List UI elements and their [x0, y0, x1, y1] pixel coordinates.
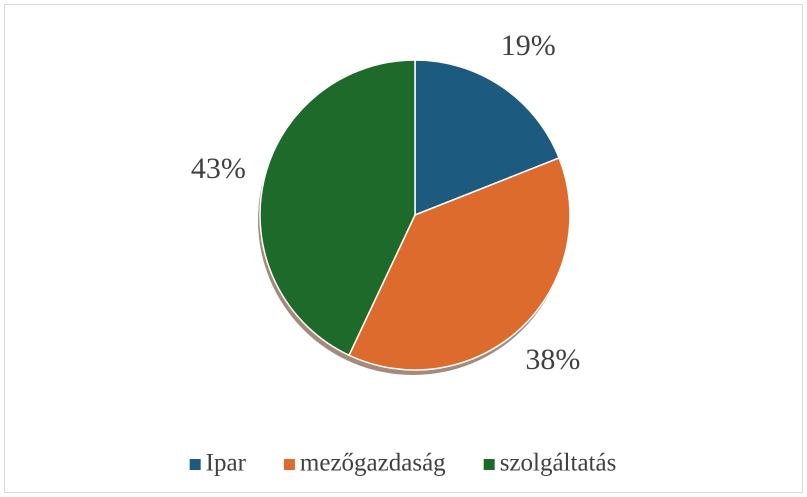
pie-slice [348, 156, 571, 371]
pie-slice [259, 59, 416, 357]
legend-label: Ipar [206, 450, 247, 477]
data-label: 43% [191, 152, 246, 185]
legend-label: mezőgazdaság [300, 450, 446, 477]
pie-slice [414, 59, 561, 217]
legend-marker [483, 459, 495, 470]
data-label: 19% [501, 29, 556, 62]
legend-label: szolgáltatás [500, 450, 617, 477]
legend-marker [283, 459, 295, 470]
legend-marker [189, 459, 201, 470]
data-label: 38% [525, 343, 580, 376]
